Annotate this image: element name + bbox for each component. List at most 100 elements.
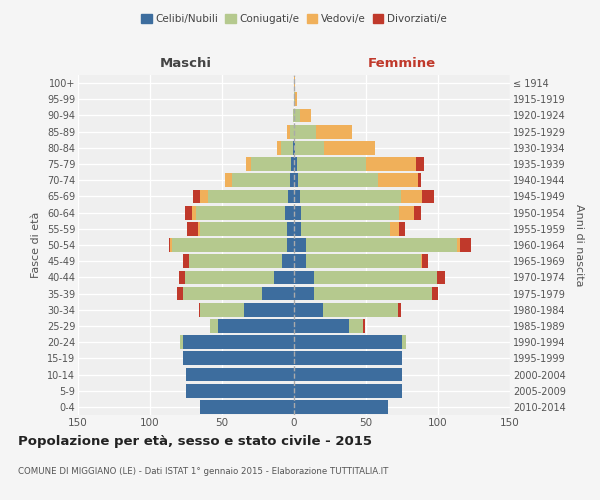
- Bar: [432, 286, 438, 300]
- Bar: [294, 254, 305, 268]
- Bar: [180, 336, 183, 349]
- Bar: [300, 190, 401, 203]
- Bar: [294, 368, 402, 382]
- Bar: [293, 108, 294, 122]
- Bar: [391, 222, 399, 235]
- Bar: [418, 174, 421, 187]
- Bar: [185, 270, 274, 284]
- Bar: [183, 352, 294, 365]
- Bar: [305, 238, 457, 252]
- Bar: [244, 303, 294, 316]
- Y-axis label: Fasce di età: Fasce di età: [31, 212, 41, 278]
- Bar: [398, 303, 401, 316]
- Bar: [290, 174, 294, 187]
- Bar: [422, 254, 428, 268]
- Bar: [363, 319, 365, 333]
- Bar: [294, 303, 323, 316]
- Legend: Celibi/Nubili, Coniugati/e, Vedovi/e, Divorziati/e: Celibi/Nubili, Coniugati/e, Vedovi/e, Di…: [137, 10, 451, 29]
- Bar: [262, 286, 294, 300]
- Bar: [187, 222, 197, 235]
- Bar: [186, 368, 294, 382]
- Bar: [172, 238, 287, 252]
- Bar: [247, 157, 251, 171]
- Bar: [200, 190, 208, 203]
- Bar: [274, 270, 294, 284]
- Bar: [402, 336, 406, 349]
- Bar: [183, 286, 262, 300]
- Bar: [295, 92, 297, 106]
- Bar: [291, 157, 294, 171]
- Bar: [301, 206, 399, 220]
- Bar: [294, 336, 402, 349]
- Bar: [416, 157, 424, 171]
- Bar: [316, 125, 352, 138]
- Bar: [377, 174, 418, 187]
- Bar: [294, 384, 402, 398]
- Bar: [294, 190, 300, 203]
- Bar: [178, 286, 183, 300]
- Bar: [192, 206, 196, 220]
- Bar: [251, 157, 291, 171]
- Bar: [294, 286, 314, 300]
- Bar: [314, 270, 437, 284]
- Bar: [297, 157, 366, 171]
- Bar: [211, 319, 218, 333]
- Bar: [294, 174, 298, 187]
- Bar: [290, 125, 294, 138]
- Bar: [294, 92, 295, 106]
- Bar: [287, 125, 290, 138]
- Bar: [186, 384, 294, 398]
- Bar: [283, 254, 294, 268]
- Bar: [305, 254, 421, 268]
- Text: Maschi: Maschi: [160, 57, 212, 70]
- Bar: [287, 238, 294, 252]
- Bar: [294, 157, 297, 171]
- Bar: [314, 286, 432, 300]
- Bar: [294, 141, 295, 154]
- Bar: [421, 254, 422, 268]
- Bar: [399, 206, 413, 220]
- Bar: [287, 222, 294, 235]
- Bar: [197, 222, 200, 235]
- Bar: [422, 190, 434, 203]
- Bar: [294, 238, 305, 252]
- Bar: [183, 254, 189, 268]
- Bar: [460, 238, 471, 252]
- Bar: [193, 190, 200, 203]
- Bar: [301, 222, 391, 235]
- Bar: [288, 190, 294, 203]
- Bar: [294, 270, 314, 284]
- Bar: [179, 270, 185, 284]
- Bar: [208, 190, 288, 203]
- Bar: [281, 141, 293, 154]
- Bar: [170, 238, 172, 252]
- Bar: [294, 400, 388, 414]
- Bar: [457, 238, 460, 252]
- Bar: [295, 141, 324, 154]
- Bar: [218, 319, 294, 333]
- Y-axis label: Anni di nascita: Anni di nascita: [574, 204, 584, 286]
- Text: Popolazione per età, sesso e stato civile - 2015: Popolazione per età, sesso e stato civil…: [18, 435, 372, 448]
- Bar: [294, 206, 301, 220]
- Bar: [437, 270, 445, 284]
- Bar: [413, 206, 421, 220]
- Bar: [200, 400, 294, 414]
- Bar: [199, 303, 200, 316]
- Bar: [189, 254, 283, 268]
- Bar: [324, 141, 374, 154]
- Text: COMUNE DI MIGGIANO (LE) - Dati ISTAT 1° gennaio 2015 - Elaborazione TUTTITALIA.I: COMUNE DI MIGGIANO (LE) - Dati ISTAT 1° …: [18, 468, 388, 476]
- Bar: [300, 108, 311, 122]
- Bar: [185, 206, 192, 220]
- Bar: [298, 174, 377, 187]
- Bar: [232, 174, 290, 187]
- Bar: [349, 319, 363, 333]
- Bar: [294, 125, 316, 138]
- Bar: [200, 222, 287, 235]
- Bar: [293, 141, 294, 154]
- Bar: [366, 157, 416, 171]
- Bar: [169, 238, 170, 252]
- Bar: [401, 190, 422, 203]
- Bar: [200, 303, 244, 316]
- Bar: [286, 206, 294, 220]
- Bar: [294, 108, 300, 122]
